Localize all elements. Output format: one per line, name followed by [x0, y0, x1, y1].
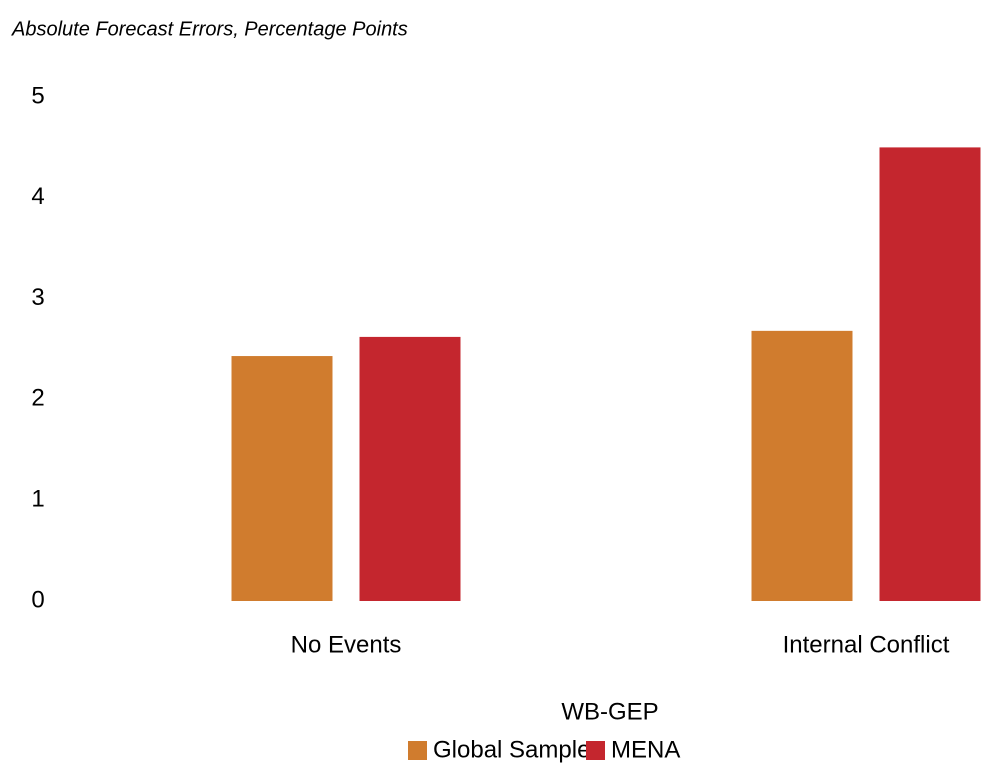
y-tick-label: 1	[31, 486, 44, 513]
bar	[751, 330, 853, 601]
bar	[359, 336, 461, 601]
y-tick-label: 0	[31, 586, 44, 613]
chart-subtitle: Absolute Forecast Errors, Percentage Poi…	[11, 18, 408, 40]
bar	[231, 356, 333, 601]
legend-swatch	[586, 741, 605, 760]
x-tick-label: Internal Conflict	[783, 631, 950, 658]
y-tick-label: 4	[31, 183, 44, 210]
legend-label: MENA	[611, 736, 680, 763]
legend-label: Global Sample	[433, 736, 590, 763]
y-tick-label: 2	[31, 385, 44, 412]
legend-swatch	[408, 741, 427, 760]
legend-title: WB-GEP	[561, 698, 658, 725]
x-tick-label: No Events	[291, 631, 402, 658]
bar	[879, 147, 981, 601]
y-tick-label: 3	[31, 284, 44, 311]
y-tick-label: 5	[31, 82, 44, 109]
